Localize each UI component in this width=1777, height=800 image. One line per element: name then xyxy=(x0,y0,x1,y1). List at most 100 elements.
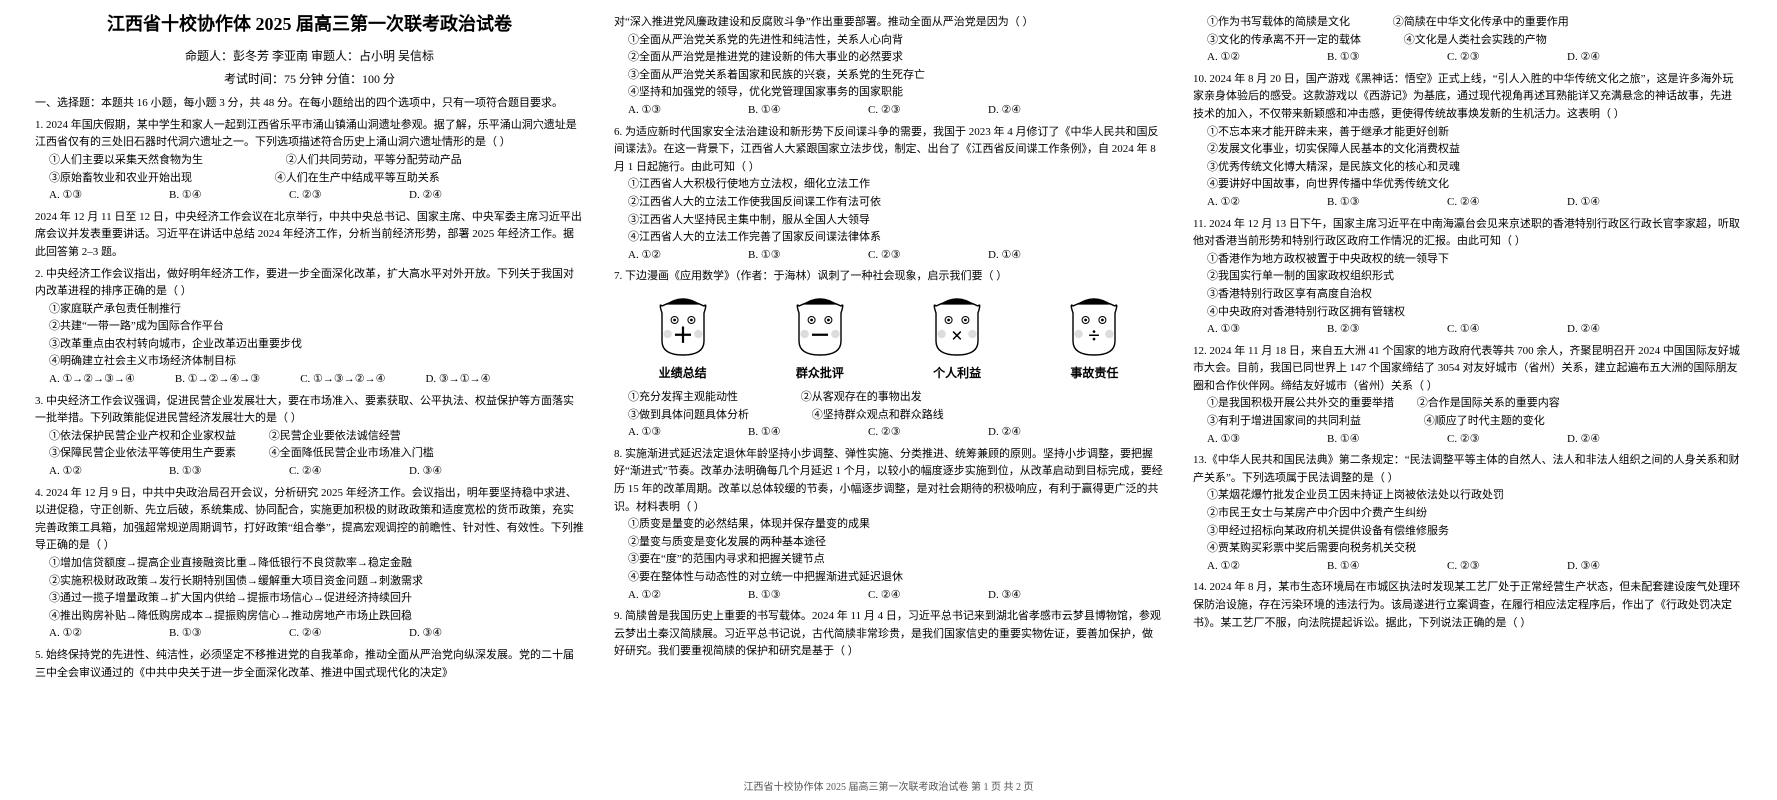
q8-D: D. ③④ xyxy=(988,587,1068,605)
q4-o4: ④推出购房补贴→降低购房成本→提振购房信心→推动房地产市场止跌回稳 xyxy=(49,608,584,626)
q9-D: D. ②④ xyxy=(1567,49,1647,67)
q10-o4: ④要讲好中国故事，向世界传播中华优秀传统文化 xyxy=(1207,176,1742,194)
q9: 9. 简牍曾是我国历史上重要的书写载体。2024 年 11 月 4 日，习近平总… xyxy=(614,608,1163,661)
column-3: ①作为书写载体的简牍是文化 ②简牍在中华文化传承中的重要作用 ③文化的传承离不开… xyxy=(1178,10,1757,790)
q3-o1: ①依法保护民营企业产权和企业家权益 xyxy=(49,430,236,442)
q8-C: C. ②④ xyxy=(868,587,948,605)
q1-A: A. ①③ xyxy=(49,187,129,205)
q4-D: D. ③④ xyxy=(409,625,489,643)
q6-o3: ③江西省人大坚持民主集中制，服从全国人大领导 xyxy=(628,212,1163,230)
q9-o2: ②简牍在中华文化传承中的重要作用 xyxy=(1393,16,1569,28)
q2-stem: 2. 中央经济工作会议指出，做好明年经济工作，要进一步全面深化改革，扩大高水平对… xyxy=(35,266,584,301)
q10-D: D. ①④ xyxy=(1567,194,1647,212)
q2-A: A. ①→②→③→④ xyxy=(49,371,135,389)
q1-o3: ③原始畜牧业和农业开始出现 xyxy=(49,172,192,184)
cartoon-face-3: ÷ 事故责任 xyxy=(1049,292,1139,383)
q12-C: C. ②③ xyxy=(1447,431,1527,449)
q5-o1: ①全面从严治党关系党的先进性和纯洁性，关系人心向背 xyxy=(628,32,1163,50)
q12: 12. 2024 年 11 月 18 日，来自五大洲 41 个国家的地方政府代表… xyxy=(1193,343,1742,449)
q12-o2: ②合作是国际关系的重要内容 xyxy=(1417,397,1560,409)
svg-text:＋: ＋ xyxy=(672,323,693,347)
q11-D: D. ②④ xyxy=(1567,321,1647,339)
q6-o2: ②江西省人大的立法工作使我国反间谍工作有法可依 xyxy=(628,194,1163,212)
q2-o4: ④明确建立社会主义市场经济体制目标 xyxy=(49,353,584,371)
q5-o2: ②全面从严治党是推进党的建设新的伟大事业的必然要求 xyxy=(628,49,1163,67)
face-icon: × xyxy=(922,292,992,362)
q12-stem: 12. 2024 年 11 月 18 日，来自五大洲 41 个国家的地方政府代表… xyxy=(1193,343,1742,396)
q10-o2: ②发展文化事业，切实保障人民基本的文化消费权益 xyxy=(1207,141,1742,159)
q2-o3: ③改革重点由农村转向城市，企业改革迈出重要步伐 xyxy=(49,336,584,354)
q4-C: C. ②④ xyxy=(289,625,369,643)
q5-B: B. ①④ xyxy=(748,102,828,120)
q13-stem: 13.《中华人民共和国民法典》第二条规定：“民法调整平等主体的自然人、法人和非法… xyxy=(1193,452,1742,487)
q9-C: C. ②③ xyxy=(1447,49,1527,67)
q10-C: C. ②④ xyxy=(1447,194,1527,212)
q6-o1: ①江西省人大积极行使地方立法权，细化立法工作 xyxy=(628,176,1163,194)
q14-stem: 14. 2024 年 8 月，某市生态环境局在市城区执法时发现某工艺厂处于正常经… xyxy=(1193,579,1742,632)
svg-text:×: × xyxy=(951,323,963,347)
time-line: 考试时间：75 分钟 分值：100 分 xyxy=(35,70,584,89)
q5-C: C. ②③ xyxy=(868,102,948,120)
q13-A: A. ①② xyxy=(1207,558,1287,576)
authors-line: 命题人：彭冬芳 李亚南 审题人：占小明 吴信标 xyxy=(35,47,584,66)
q6: 6. 为适应新时代国家安全法治建设和新形势下反间谍斗争的需要，我国于 2023 … xyxy=(614,124,1163,265)
exam-title: 江西省十校协作体 2025 届高三第一次联考政治试卷 xyxy=(35,10,584,39)
q10-A: A. ①② xyxy=(1207,194,1287,212)
q2-o1: ①家庭联产承包责任制推行 xyxy=(49,301,584,319)
q2-B: B. ①→②→④→③ xyxy=(175,371,260,389)
q8-A: A. ①② xyxy=(628,587,708,605)
face-label: 群众批评 xyxy=(796,364,844,383)
q11: 11. 2024 年 12 月 13 日下午，国家主席习近平在中南海瀛台会见来京… xyxy=(1193,216,1742,339)
q1-stem: 1. 2024 年国庆假期，某中学生和家人一起到江西省乐平市涌山镇涌山洞遗址参观… xyxy=(35,117,584,152)
q8-B: B. ①③ xyxy=(748,587,828,605)
q10-stem: 10. 2024 年 8 月 20 日，国产游戏《黑神话：悟空》正式上线，“引人… xyxy=(1193,71,1742,124)
q8-o1: ①质变是量变的必然结果，体现并保存量变的成果 xyxy=(628,516,1163,534)
q1-D: D. ②④ xyxy=(409,187,489,205)
q10: 10. 2024 年 8 月 20 日，国产游戏《黑神话：悟空》正式上线，“引人… xyxy=(1193,71,1742,212)
q14: 14. 2024 年 8 月，某市生态环境局在市城区执法时发现某工艺厂处于正常经… xyxy=(1193,579,1742,632)
q4-o3: ③通过一揽子增量政策→扩大国内供给→提振市场信心→促进经济持续回升 xyxy=(49,590,584,608)
cartoon-row: ＋ 业绩总结 － 群众批评 × 个人利益 xyxy=(614,292,1163,383)
column-2: 对“深入推进党风廉政建设和反腐败斗争”作出重要部署。推动全面从严治党是因为（ ）… xyxy=(599,10,1178,790)
q9-o3: ③文化的传承离不开一定的载体 xyxy=(1207,34,1361,46)
q10-B: B. ①③ xyxy=(1327,194,1407,212)
q7-C: C. ②③ xyxy=(868,424,948,442)
face-label: 业绩总结 xyxy=(659,364,707,383)
q2-C: C. ①→③→②→④ xyxy=(300,371,385,389)
q3-stem: 3. 中央经济工作会议强调，促进民营企业发展壮大，要在市场准入、要素获取、公平执… xyxy=(35,393,584,428)
q3-o2: ②民营企业要依法诚信经营 xyxy=(269,430,401,442)
q4-o2: ②实施积极财政政策→发行长期特别国债→缓解重大项目资金问题→刺激需求 xyxy=(49,573,584,591)
q8-o2: ②量变与质变是变化发展的两种基本途径 xyxy=(628,534,1163,552)
q3-C: C. ②④ xyxy=(289,463,369,481)
q4-A: A. ①② xyxy=(49,625,129,643)
q7-o3: ③做到具体问题具体分析 xyxy=(628,409,749,421)
q3: 3. 中央经济工作会议强调，促进民营企业发展壮大，要在市场准入、要素获取、公平执… xyxy=(35,393,584,481)
q4-o1: ①增加信贷额度→提高企业直接融资比重→降低银行不良贷款率→稳定金融 xyxy=(49,555,584,573)
q1-C: C. ②③ xyxy=(289,187,369,205)
q3-A: A. ①② xyxy=(49,463,129,481)
q5-cont: 对“深入推进党风廉政建设和反腐败斗争”作出重要部署。推动全面从严治党是因为（ ）… xyxy=(614,14,1163,120)
q2: 2. 中央经济工作会议指出，做好明年经济工作，要进一步全面深化改革，扩大高水平对… xyxy=(35,266,584,389)
q7: 7. 下边漫画《应用数学》（作者：于海林）讽刺了一种社会现象，启示我们要（ ） … xyxy=(614,268,1163,442)
q5: 5. 始终保持党的先进性、纯洁性，必须坚定不移推进党的自我革命，推动全面从严治党… xyxy=(35,647,584,682)
q9-o1: ①作为书写载体的简牍是文化 xyxy=(1207,16,1350,28)
q11-o4: ④中央政府对香港特别行政区拥有管辖权 xyxy=(1207,304,1742,322)
q12-o3: ③有利于增进国家间的共同利益 xyxy=(1207,415,1361,427)
q1-o1: ①人们主要以采集天然食物为生 xyxy=(49,154,203,166)
q5-o4: ④坚持和加强党的领导，优化党管理国家事务的国家职能 xyxy=(628,84,1163,102)
cartoon-face-0: ＋ 业绩总结 xyxy=(638,292,728,383)
face-icon: ＋ xyxy=(648,292,718,362)
q6-C: C. ②③ xyxy=(868,247,948,265)
q13-B: B. ①④ xyxy=(1327,558,1407,576)
face-label: 事故责任 xyxy=(1070,364,1118,383)
q2-o2: ②共建“一带一路”成为国际合作平台 xyxy=(49,318,584,336)
q13-C: C. ②③ xyxy=(1447,558,1527,576)
q12-o4: ④顺应了时代主题的变化 xyxy=(1424,415,1545,427)
face-icon: － xyxy=(785,292,855,362)
column-1: 江西省十校协作体 2025 届高三第一次联考政治试卷 命题人：彭冬芳 李亚南 审… xyxy=(20,10,599,790)
q11-o1: ①香港作为地方政权被置于中央政权的统一领导下 xyxy=(1207,251,1742,269)
q5-stem: 5. 始终保持党的先进性、纯洁性，必须坚定不移推进党的自我革命，推动全面从严治党… xyxy=(35,647,584,682)
q3-B: B. ①③ xyxy=(169,463,249,481)
q13-D: D. ③④ xyxy=(1567,558,1647,576)
q4-B: B. ①③ xyxy=(169,625,249,643)
